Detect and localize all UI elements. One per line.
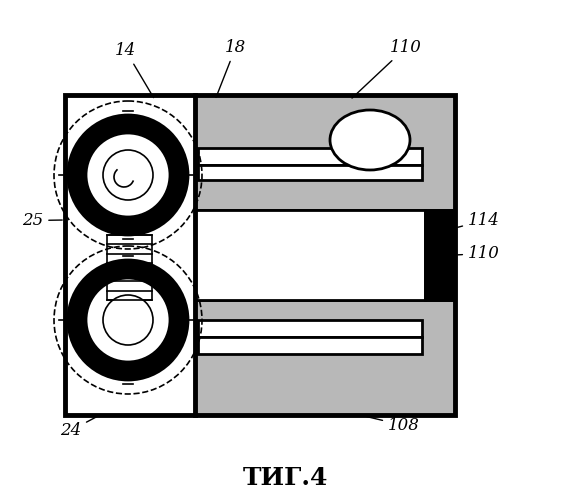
Bar [198, 320, 422, 337]
Circle shape [116, 308, 140, 332]
Text: 25: 25 [22, 212, 62, 229]
Bar [195, 95, 455, 210]
Bar [65, 95, 195, 415]
Text: 24: 24 [60, 416, 98, 439]
Bar [65, 95, 455, 415]
Bar [195, 300, 455, 415]
Text: 110: 110 [352, 39, 422, 98]
Circle shape [68, 115, 188, 235]
Text: 110: 110 [458, 245, 500, 262]
Circle shape [86, 278, 170, 362]
Ellipse shape [330, 110, 410, 170]
Text: 108: 108 [363, 416, 420, 434]
Circle shape [68, 260, 188, 380]
Bar [198, 148, 422, 165]
Text: ΤИГ.4: ΤИГ.4 [242, 466, 328, 490]
Bar [198, 337, 422, 354]
Bar [198, 165, 422, 180]
Bar [425, 210, 455, 300]
Circle shape [103, 295, 153, 345]
Text: 14: 14 [115, 42, 154, 98]
Circle shape [103, 150, 153, 200]
Text: 18: 18 [216, 39, 246, 97]
Bar [107, 235, 152, 300]
Text: 114: 114 [458, 212, 500, 229]
Circle shape [86, 133, 170, 217]
Circle shape [116, 163, 140, 187]
Bar [195, 210, 425, 300]
